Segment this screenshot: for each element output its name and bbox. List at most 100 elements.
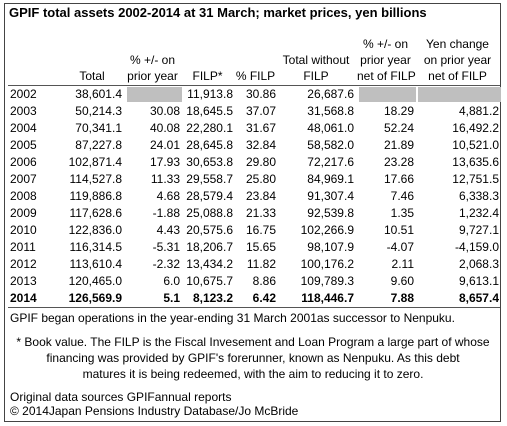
value-cell: 70,341.1 bbox=[75, 121, 122, 135]
column-header: Total without bbox=[282, 53, 350, 67]
year-cell: 2002 bbox=[10, 87, 37, 101]
value-cell: 16.75 bbox=[245, 223, 276, 237]
value-cell: 6.0 bbox=[163, 274, 180, 288]
value-cell: 25.80 bbox=[245, 172, 276, 186]
value-cell: 50,214.3 bbox=[75, 104, 122, 118]
value-cell: 38,601.4 bbox=[75, 87, 122, 101]
value-cell: 18.29 bbox=[383, 104, 414, 118]
value-cell: 23.28 bbox=[383, 155, 414, 169]
value-cell: 9.60 bbox=[390, 274, 414, 288]
value-cell: 20,575.6 bbox=[186, 223, 233, 237]
value-cell: 21.89 bbox=[383, 138, 414, 152]
footnote-line: * Book value. The FILP is the Fiscal Inv… bbox=[16, 335, 490, 349]
value-cell: 4.68 bbox=[156, 189, 180, 203]
value-cell: 98,107.9 bbox=[307, 240, 354, 254]
empty-cell bbox=[127, 87, 182, 102]
year-cell: 2007 bbox=[10, 172, 37, 186]
value-cell: 22,280.1 bbox=[186, 121, 233, 135]
year-cell: 2005 bbox=[10, 138, 37, 152]
column-header: net of FILP bbox=[357, 69, 416, 83]
value-cell: 10,675.7 bbox=[186, 274, 233, 288]
value-cell: 24.01 bbox=[149, 138, 180, 152]
value-cell: -4.07 bbox=[386, 240, 414, 254]
value-cell: 10,521.0 bbox=[452, 138, 499, 152]
value-cell: 31.67 bbox=[245, 121, 276, 135]
table-rule bbox=[8, 307, 500, 308]
year-cell: 2009 bbox=[10, 206, 37, 220]
year-cell: 2011 bbox=[10, 240, 36, 254]
title: GPIF total assets 2002-2014 at 31 March;… bbox=[9, 5, 427, 20]
value-cell: 52.24 bbox=[383, 121, 414, 135]
value-cell: 8,657.4 bbox=[458, 291, 499, 305]
value-cell: 18,645.5 bbox=[186, 104, 233, 118]
column-header: net of FILP bbox=[428, 69, 487, 83]
footnote-line: financing was provided by GPIF's forerun… bbox=[46, 351, 460, 365]
header-rule bbox=[8, 85, 500, 86]
column-header: % +/- on bbox=[129, 53, 176, 67]
value-cell: 4,881.2 bbox=[458, 104, 499, 118]
column-header: FILP* bbox=[192, 69, 223, 83]
value-cell: 13,434.2 bbox=[186, 257, 233, 271]
year-cell: 2012 bbox=[10, 257, 37, 271]
value-cell: 7.88 bbox=[390, 291, 414, 305]
value-cell: 30,653.8 bbox=[186, 155, 233, 169]
value-cell: 10.51 bbox=[383, 223, 414, 237]
empty-cell bbox=[359, 87, 416, 102]
value-cell: 26,687.6 bbox=[307, 87, 354, 101]
value-cell: 2,068.3 bbox=[458, 257, 499, 271]
value-cell: 11.33 bbox=[150, 172, 180, 186]
column-header: % FILP bbox=[235, 69, 276, 83]
value-cell: 48,061.0 bbox=[307, 121, 354, 135]
value-cell: 109,789.3 bbox=[300, 274, 354, 288]
value-cell: 72,217.6 bbox=[307, 155, 354, 169]
value-cell: 29.80 bbox=[245, 155, 276, 169]
year-cell: 2010 bbox=[10, 223, 37, 237]
value-cell: 32.84 bbox=[245, 138, 276, 152]
value-cell: 117,628.6 bbox=[69, 206, 123, 220]
value-cell: 18,206.7 bbox=[186, 240, 233, 254]
value-cell: 23.84 bbox=[245, 189, 276, 203]
year-cell: 2013 bbox=[10, 274, 37, 288]
value-cell: 28,579.4 bbox=[186, 189, 233, 203]
value-cell: 13,635.6 bbox=[452, 155, 499, 169]
year-cell: 2006 bbox=[10, 155, 37, 169]
value-cell: -5.31 bbox=[152, 240, 180, 254]
column-header: % +/- on bbox=[362, 37, 409, 51]
column-header: prior year bbox=[127, 69, 178, 83]
footnote-line: matures it is being redeemed, with the a… bbox=[82, 367, 424, 381]
value-cell: -4,159.0 bbox=[454, 240, 499, 254]
value-cell: 37.07 bbox=[245, 104, 276, 118]
value-cell: 119,886.8 bbox=[69, 189, 123, 203]
value-cell: 58,582.0 bbox=[307, 138, 354, 152]
frame bbox=[4, 3, 501, 422]
year-cell: 2004 bbox=[10, 121, 37, 135]
value-cell: 7.46 bbox=[390, 189, 414, 203]
value-cell: 8,123.2 bbox=[192, 291, 233, 305]
operations-note: GPIF began operations in the year-ending… bbox=[10, 311, 455, 325]
value-cell: 30.08 bbox=[149, 104, 180, 118]
column-header: on prior year bbox=[423, 53, 492, 67]
value-cell: -2.32 bbox=[152, 257, 180, 271]
value-cell: 1.35 bbox=[390, 206, 414, 220]
value-cell: 6,338.3 bbox=[458, 189, 499, 203]
value-cell: 100,176.2 bbox=[300, 257, 354, 271]
value-cell: 9,727.1 bbox=[458, 223, 499, 237]
column-header: Total bbox=[79, 69, 105, 83]
value-cell: 87,227.8 bbox=[75, 138, 122, 152]
value-cell: 1,232.4 bbox=[458, 206, 499, 220]
value-cell: 116,314.5 bbox=[69, 240, 123, 254]
copyright: © 2014Japan Pensions Industry Database/J… bbox=[10, 404, 299, 418]
value-cell: 31,568.8 bbox=[307, 104, 354, 118]
value-cell: 92,539.8 bbox=[307, 206, 354, 220]
empty-cell bbox=[418, 87, 501, 102]
value-cell: 16,492.2 bbox=[452, 121, 499, 135]
value-cell: -1.88 bbox=[152, 206, 180, 220]
value-cell: 91,307.4 bbox=[307, 189, 354, 203]
value-cell: 40.08 bbox=[149, 121, 180, 135]
value-cell: 102,871.4 bbox=[68, 155, 122, 169]
value-cell: 17.93 bbox=[149, 155, 180, 169]
value-cell: 126,569.9 bbox=[68, 291, 122, 305]
value-cell: 9,613.1 bbox=[458, 274, 499, 288]
value-cell: 15.65 bbox=[245, 240, 276, 254]
